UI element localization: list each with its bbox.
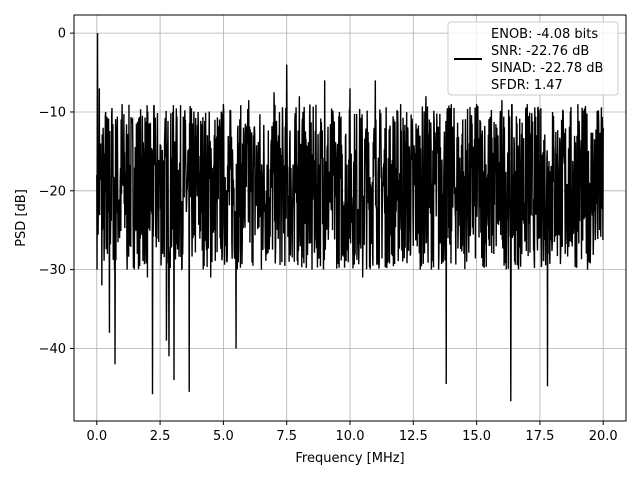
x-tick-label: 2.5: [150, 429, 171, 444]
y-tick-label: −40: [39, 342, 66, 357]
x-tick-label: 5.0: [213, 429, 234, 444]
x-tick-label: 15.0: [462, 429, 491, 444]
x-tick-label: 0.0: [86, 429, 107, 444]
x-tick-label: 12.5: [399, 429, 428, 444]
x-axis-ticks: 0.0 2.5 5.0 7.5 10.0 12.5 15.0 17.5 20.0: [86, 421, 618, 444]
y-tick-label: −30: [39, 263, 66, 278]
y-tick-label: −20: [39, 184, 66, 199]
y-tick-label: −10: [39, 105, 66, 120]
x-tick-label: 20.0: [589, 429, 618, 444]
x-tick-label: 10.0: [336, 429, 365, 444]
x-axis-label: Frequency [MHz]: [295, 451, 404, 466]
legend-entry-sinad: SINAD: -22.78 dB: [491, 61, 603, 76]
psd-trace: [96, 33, 604, 402]
y-axis-label: PSD [dB]: [14, 189, 29, 247]
y-axis-ticks: 0 −10 −20 −30 −40: [39, 27, 74, 357]
legend-box: [447, 21, 619, 96]
legend: ENOB: -4.08 bits SNR: -22.76 dB SINAD: -…: [447, 21, 619, 96]
x-tick-label: 7.5: [276, 429, 297, 444]
legend-entry-sfdr: SFDR: 1.47: [491, 78, 563, 93]
psd-series-line: [96, 33, 604, 402]
legend-entry-enob: ENOB: -4.08 bits: [491, 27, 598, 42]
legend-entry-snr: SNR: -22.76 dB: [491, 44, 589, 59]
y-tick-label: 0: [58, 27, 66, 42]
x-tick-label: 17.5: [525, 429, 554, 444]
